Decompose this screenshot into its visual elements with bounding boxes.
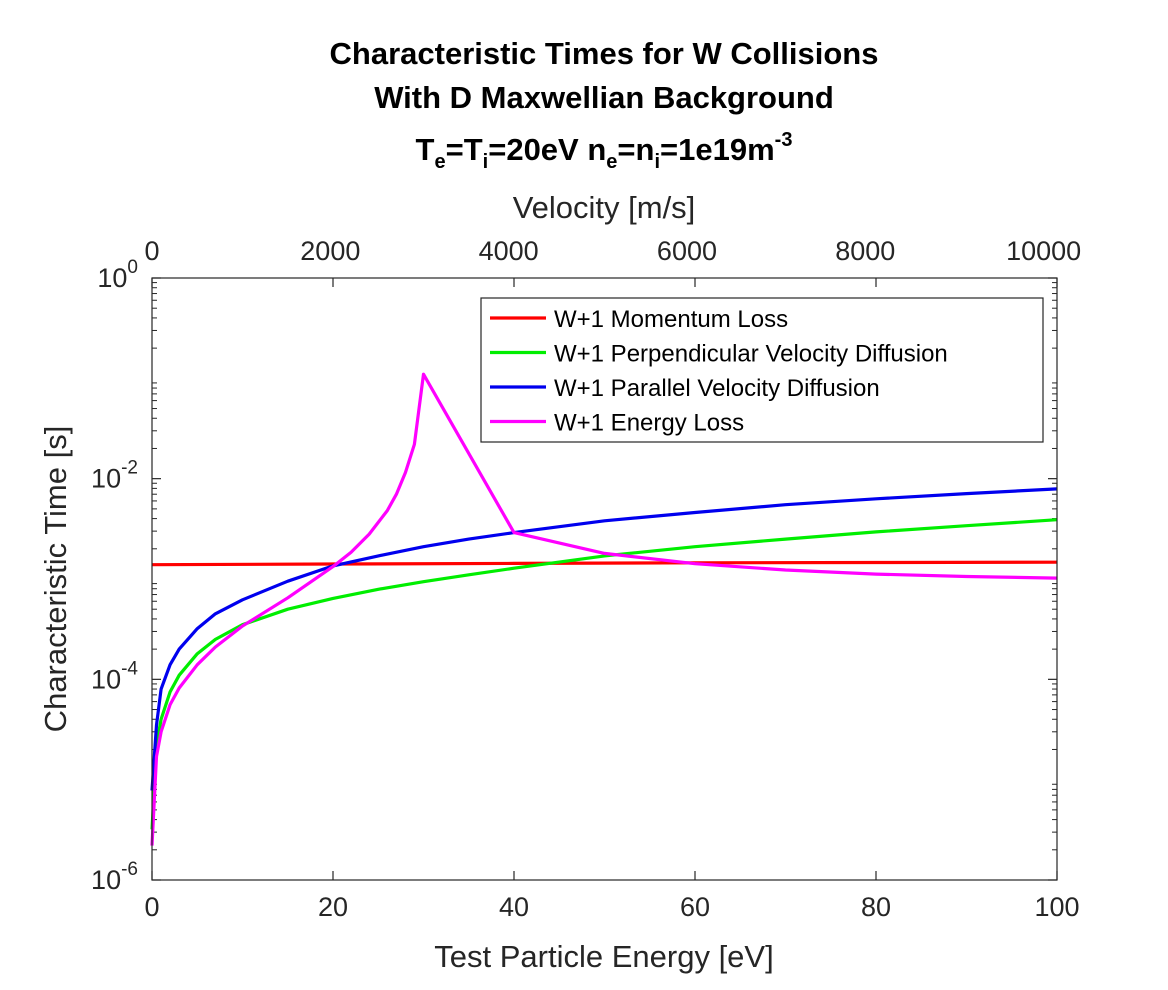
y-tick-label: 100: [97, 257, 138, 293]
series-line-w-1-momentum-loss: [151, 560, 1058, 567]
x-axis-ticks: 0 20 40 60 80 100: [144, 278, 1080, 922]
chart-title-line1: Characteristic Times for W Collisions: [330, 36, 879, 71]
x-tick-label: 0: [144, 892, 159, 922]
legend-label-w-1-momentum-loss: W+1 Momentum Loss: [554, 306, 788, 333]
x-tick-label: 80: [861, 892, 891, 922]
series-line-w-1-parallel-velocity-diffusion: [150, 487, 1058, 791]
legend-label-w-1-parallel-velocity-diffusion: W+1 Parallel Velocity Diffusion: [554, 375, 880, 402]
legend-label-w-1-energy-loss: W+1 Energy Loss: [554, 410, 744, 437]
legend: W+1 Momentum Loss W+1 Perpendicular Veloc…: [480, 297, 1044, 443]
y-tick-label: 10-4: [91, 658, 138, 694]
x2-tick-label: 4000: [479, 236, 539, 266]
x2-tick-label: 8000: [835, 236, 895, 266]
x2-axis-label: Velocity [m/s]: [513, 190, 696, 225]
x-tick-label: 20: [318, 892, 348, 922]
series-line-w-1-perpendicular-velocity-diffusion: [150, 518, 1058, 830]
x-tick-label: 100: [1034, 892, 1079, 922]
x-axis-label: Test Particle Energy [eV]: [434, 939, 773, 974]
y-tick-label: 10-6: [91, 859, 138, 895]
legend-box: [480, 297, 1044, 443]
legend-label-w-1-perpendicular-velocity-diffusion: W+1 Perpendicular Velocity Diffusion: [554, 341, 948, 368]
plot-frame: [151, 277, 1058, 881]
series-line-w-1-energy-loss: [150, 372, 1058, 846]
y-axis-label: Characteristic Time [s]: [38, 426, 73, 733]
x2-tick-label: 6000: [657, 236, 717, 266]
y-axis-ticks: 10-6 10-4 10-2 100: [91, 257, 1057, 895]
x-tick-label: 60: [680, 892, 710, 922]
x2-tick-label: 0: [144, 236, 159, 266]
x-tick-label: 40: [499, 892, 529, 922]
chart-title-line2: With D Maxwellian Background: [374, 80, 834, 115]
x2-tick-label: 10000: [1006, 236, 1081, 266]
chart-title-line3: Te=Ti=20eV ne=ni=1e19m-3: [416, 129, 793, 173]
y-tick-label: 10-2: [91, 458, 138, 494]
series-group: [150, 372, 1058, 846]
x2-tick-label: 2000: [300, 236, 360, 266]
x2-axis-ticks: 0 2000 4000 6000 8000 10000: [144, 236, 1081, 266]
